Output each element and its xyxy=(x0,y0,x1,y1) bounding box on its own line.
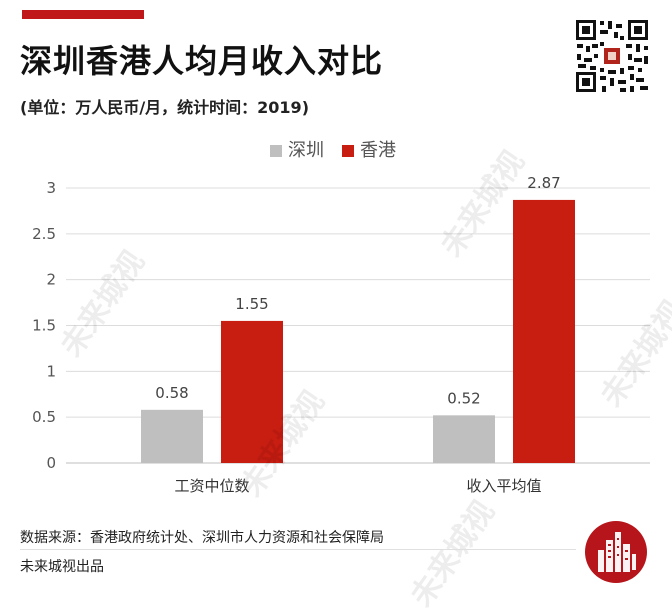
bar-shenzhen xyxy=(433,415,495,463)
qr-code-icon[interactable] xyxy=(574,18,650,94)
bar-hongkong xyxy=(513,199,575,463)
x-tick-label: 收入平均值 xyxy=(466,477,541,495)
data-label: 0.58 xyxy=(155,384,188,402)
data-label: 1.55 xyxy=(235,295,268,313)
y-tick-label: 0.5 xyxy=(32,408,56,426)
data-source-note: 数据来源：香港政府统计处、深圳市人力资源和社会保障局 xyxy=(20,530,384,546)
legend-label: 香港 xyxy=(360,140,396,161)
legend-swatch xyxy=(342,145,354,157)
y-tick-label: 2.5 xyxy=(32,225,56,243)
y-tick-label: 2 xyxy=(46,271,56,289)
bar-shenzhen xyxy=(141,409,203,463)
y-tick-label: 1.5 xyxy=(32,317,56,335)
legend-swatch xyxy=(270,145,282,157)
city-logo-icon xyxy=(585,521,647,583)
bar-chart: 0 0.5 1 1.5 2 2.5 3 0.58 1.55 工资中位数 0.52 2.87 收入平均值… xyxy=(32,140,650,495)
y-tick-label: 3 xyxy=(46,179,56,197)
accent-bar xyxy=(22,10,144,19)
footer-divider xyxy=(20,549,576,550)
bar-hongkong xyxy=(221,320,283,463)
page-title: 深圳香港人均月收入对比 xyxy=(20,42,384,80)
producer-credit: 未来城视出品 xyxy=(20,559,104,575)
data-label: 2.87 xyxy=(527,174,560,192)
y-tick-label: 0 xyxy=(46,454,56,472)
watermark-text: 未来城视 xyxy=(404,494,502,614)
page-subtitle: (单位：万人民币/月，统计时间：2019) xyxy=(20,98,310,117)
legend-label: 深圳 xyxy=(288,140,324,161)
data-label: 0.52 xyxy=(447,389,480,407)
y-tick-label: 1 xyxy=(46,362,56,380)
x-tick-label: 工资中位数 xyxy=(174,477,249,495)
